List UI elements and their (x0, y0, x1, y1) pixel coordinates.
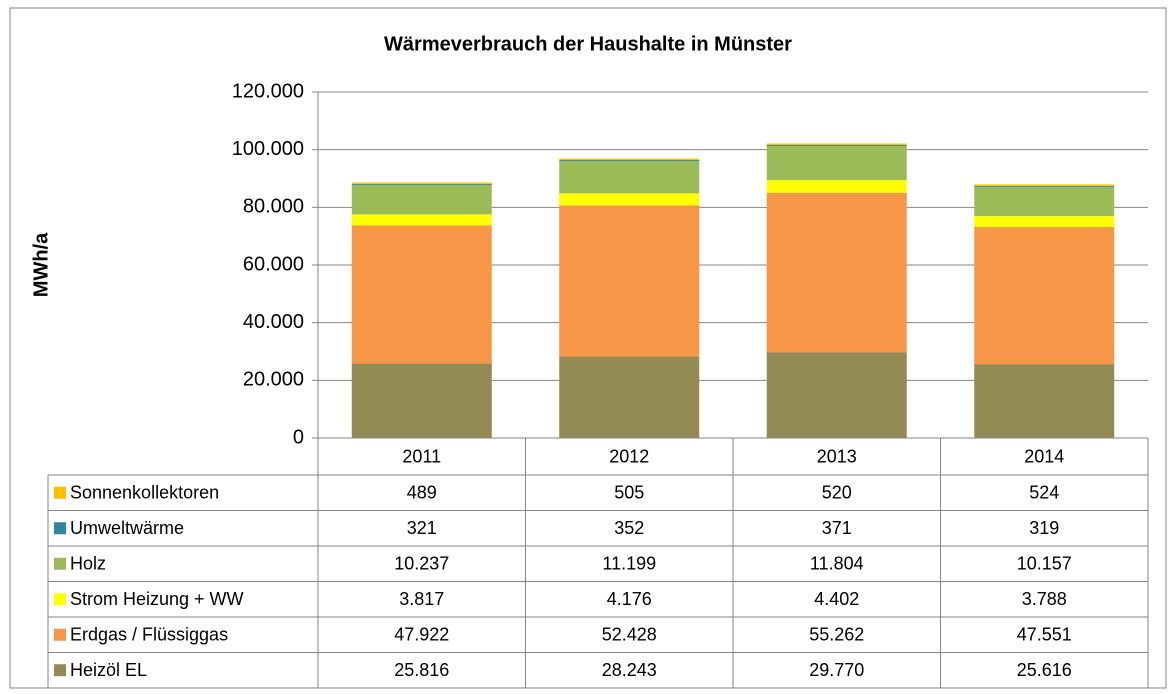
legend-label: Erdgas / Flüssiggas (70, 625, 228, 645)
legend-label: Strom Heizung + WW (70, 589, 244, 609)
y-tick-label: 100.000 (232, 138, 304, 160)
legend-key (54, 628, 66, 641)
bar-segment (766, 180, 907, 193)
table-cell: 55.262 (809, 625, 864, 645)
table-cell: 25.616 (1017, 660, 1072, 680)
legend-key (54, 557, 66, 570)
bar-segment (766, 145, 907, 147)
table-cell: 29.770 (809, 660, 864, 680)
bar-segment (974, 185, 1115, 187)
chart-title: Wärmeverbrauch der Haushalte in Münster (384, 33, 792, 55)
bar-segment (559, 161, 700, 194)
table-cell: 3.788 (1022, 589, 1067, 609)
bar-segment (974, 227, 1115, 365)
bar-segment (559, 160, 700, 162)
bar-segment (559, 205, 700, 357)
y-tick-label: 40.000 (243, 311, 304, 333)
table-cell: 489 (407, 483, 437, 503)
legend-label: Umweltwärme (70, 518, 184, 538)
table-cell: 11.804 (810, 554, 864, 574)
bar-segment (351, 184, 492, 215)
x-tick-label: 2011 (402, 446, 441, 466)
bar-segment (974, 184, 1115, 186)
legend-key (54, 522, 66, 535)
x-tick-label: 2012 (609, 446, 649, 466)
y-tick-label: 60.000 (243, 253, 304, 275)
bar-segment (351, 363, 492, 438)
table-cell: 28.243 (602, 660, 657, 680)
bar-segment (974, 186, 1115, 217)
table-cell: 371 (822, 518, 852, 538)
bar-segment (766, 143, 907, 146)
legend-label: Heizöl EL (70, 660, 147, 680)
table-cell: 47.551 (1017, 625, 1072, 645)
legend-key (54, 593, 66, 606)
table-cell: 47.922 (394, 625, 449, 645)
legend-label: Sonnenkollektoren (70, 483, 219, 503)
legend-label: Holz (70, 554, 106, 574)
table-cell: 520 (822, 483, 852, 503)
x-tick-label: 2014 (1024, 446, 1064, 466)
table-cell: 11.199 (602, 554, 656, 574)
table-cell: 4.176 (607, 589, 652, 609)
bar-segment (351, 225, 492, 364)
table-cell: 321 (407, 518, 437, 538)
legend-key (54, 486, 66, 499)
bar-segment (766, 352, 907, 438)
table-cell: 524 (1029, 483, 1059, 503)
bar-segment (351, 182, 492, 184)
table-cell: 10.157 (1017, 554, 1072, 574)
table-cell: 319 (1029, 518, 1059, 538)
x-tick-label: 2013 (817, 446, 857, 466)
table-cell: 352 (614, 518, 644, 538)
bar-segment (559, 356, 700, 438)
legend-key (54, 664, 66, 677)
y-tick-label: 20.000 (243, 369, 304, 391)
table-cell: 3.817 (399, 589, 444, 609)
table-cell: 10.237 (394, 554, 449, 574)
bar-segment (766, 146, 907, 181)
bar-segment (351, 183, 492, 185)
y-tick-label: 80.000 (243, 196, 304, 218)
table-cell: 4.402 (814, 589, 859, 609)
bar-segment (351, 214, 492, 226)
bar-segment (974, 364, 1115, 438)
bar-segment (766, 192, 907, 353)
table-cell: 25.816 (394, 660, 449, 680)
y-axis-label: MWh/a (30, 232, 52, 297)
y-tick-label: 0 (293, 426, 304, 448)
table-cell: 52.428 (602, 625, 657, 645)
bar-segment (559, 158, 700, 161)
bar-segment (974, 216, 1115, 228)
table-cell: 505 (614, 483, 644, 503)
y-tick-label: 120.000 (232, 80, 304, 102)
bar-segment (559, 193, 700, 206)
